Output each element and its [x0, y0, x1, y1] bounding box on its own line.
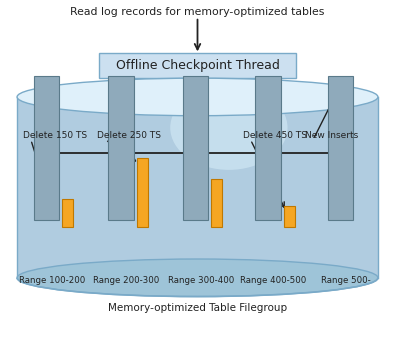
Text: Read log records for memory-optimized tables: Read log records for memory-optimized ta… [70, 7, 325, 17]
Polygon shape [137, 158, 148, 227]
Text: Range 400-500: Range 400-500 [241, 276, 307, 285]
Ellipse shape [170, 85, 288, 170]
Polygon shape [255, 76, 281, 220]
Text: Delete 250 TS: Delete 250 TS [98, 131, 162, 140]
Text: Range 500-: Range 500- [321, 276, 371, 285]
Text: Memory-optimized Table Filegroup: Memory-optimized Table Filegroup [108, 303, 287, 313]
Ellipse shape [17, 259, 378, 297]
Ellipse shape [17, 78, 378, 116]
Polygon shape [108, 76, 134, 220]
Polygon shape [328, 76, 354, 220]
Text: Range 100-200: Range 100-200 [19, 276, 85, 285]
Polygon shape [284, 206, 295, 227]
Polygon shape [211, 179, 222, 227]
Text: Offline Checkpoint Thread: Offline Checkpoint Thread [116, 59, 279, 72]
Text: New Inserts: New Inserts [305, 131, 359, 140]
Polygon shape [17, 97, 378, 278]
Text: Range 200-300: Range 200-300 [93, 276, 160, 285]
Text: Delete 150 TS: Delete 150 TS [23, 131, 87, 140]
Polygon shape [34, 76, 59, 220]
Polygon shape [62, 199, 73, 227]
Text: Delete 450 TS: Delete 450 TS [243, 131, 307, 140]
Text: Range 300-400: Range 300-400 [168, 276, 234, 285]
FancyBboxPatch shape [100, 53, 295, 78]
Polygon shape [183, 76, 208, 220]
